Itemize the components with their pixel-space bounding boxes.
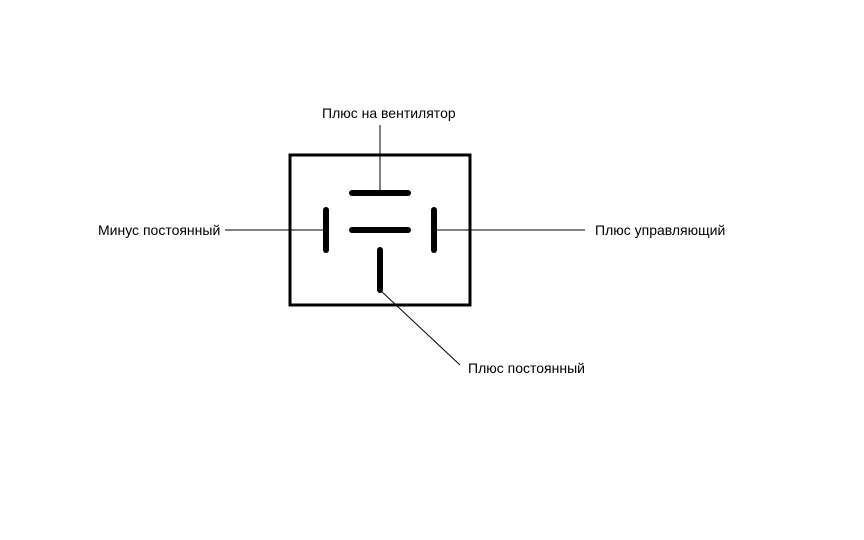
relay-diagram	[0, 0, 864, 540]
label-bottom: Плюс постоянный	[468, 360, 585, 377]
label-left: Минус постоянный	[98, 222, 220, 239]
label-right: Плюс управляющий	[595, 222, 725, 239]
label-top: Плюс на вентилятор	[322, 105, 456, 122]
leader-bottom	[380, 290, 460, 365]
